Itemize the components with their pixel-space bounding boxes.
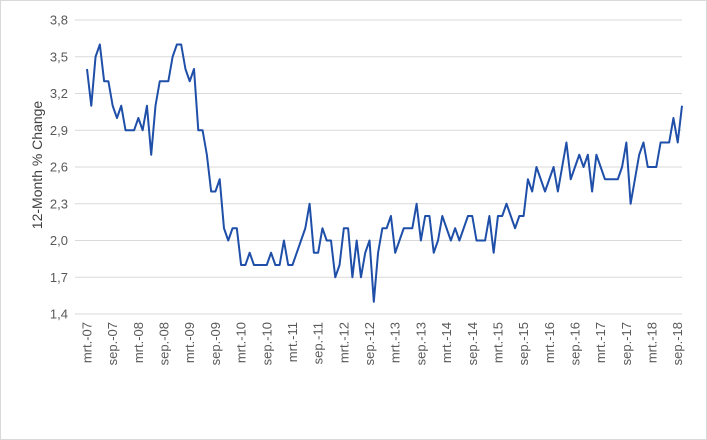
x-tick-label: sep.-16 [567, 322, 582, 365]
x-tick-label: sep.-12 [362, 322, 377, 365]
x-tick-label: mrt.-07 [80, 322, 95, 363]
x-tick-label: sep.-18 [670, 322, 685, 365]
x-tick-label: mrt.-09 [182, 322, 197, 363]
x-tick-label: sep.-10 [259, 322, 274, 365]
x-tick-label: sep.-07 [105, 322, 120, 365]
series-line [86, 43, 683, 303]
series-group [86, 43, 683, 303]
y-tick-label: 3,8 [50, 13, 68, 28]
x-tick-label: mrt.-16 [542, 322, 557, 363]
y-tick-label: 2,6 [50, 160, 68, 175]
y-tick-label: 2,9 [50, 123, 68, 138]
y-tick-label: 3,2 [50, 86, 68, 101]
x-tick-label: mrt.-12 [336, 322, 351, 363]
x-tick-label: sep.-08 [157, 322, 172, 365]
x-tick-label: mrt.-10 [234, 322, 249, 363]
x-tick-label: mrt.-08 [131, 322, 146, 363]
x-tick-label: sep.-14 [465, 322, 480, 365]
x-tick-label: sep.-11 [311, 322, 326, 364]
x-tick-label: mrt.-17 [593, 322, 608, 363]
x-tick-label: sep.-09 [208, 322, 223, 365]
gridlines [75, 19, 682, 315]
x-tick-label: mrt.-11 [285, 322, 300, 362]
x-axis-ticks: mrt.-07 sep.-07 mrt.-08 sep.-08 mrt.-09 sep.-… [80, 322, 686, 365]
x-tick-label: mrt.-18 [645, 322, 660, 363]
x-tick-label: mrt.-13 [388, 322, 403, 363]
y-tick-label: 2,0 [50, 233, 68, 248]
y-axis-label: 12-Month % Change [29, 101, 45, 230]
y-axis-ticks: 1,4 1,7 2,0 2,3 2,6 2,9 3,2 3,5 3,8 [50, 13, 68, 322]
x-tick-label: sep.-17 [619, 322, 634, 365]
y-tick-label: 1,7 [50, 270, 68, 285]
x-tick-label: sep.-13 [413, 322, 428, 365]
y-tick-label: 2,3 [50, 196, 68, 211]
x-tick-label: sep.-15 [516, 322, 531, 365]
x-tick-label: mrt.-15 [490, 322, 505, 363]
x-tick-label: mrt.-14 [439, 322, 454, 363]
y-tick-label: 3,5 [50, 49, 68, 64]
y-tick-label: 1,4 [50, 307, 68, 322]
